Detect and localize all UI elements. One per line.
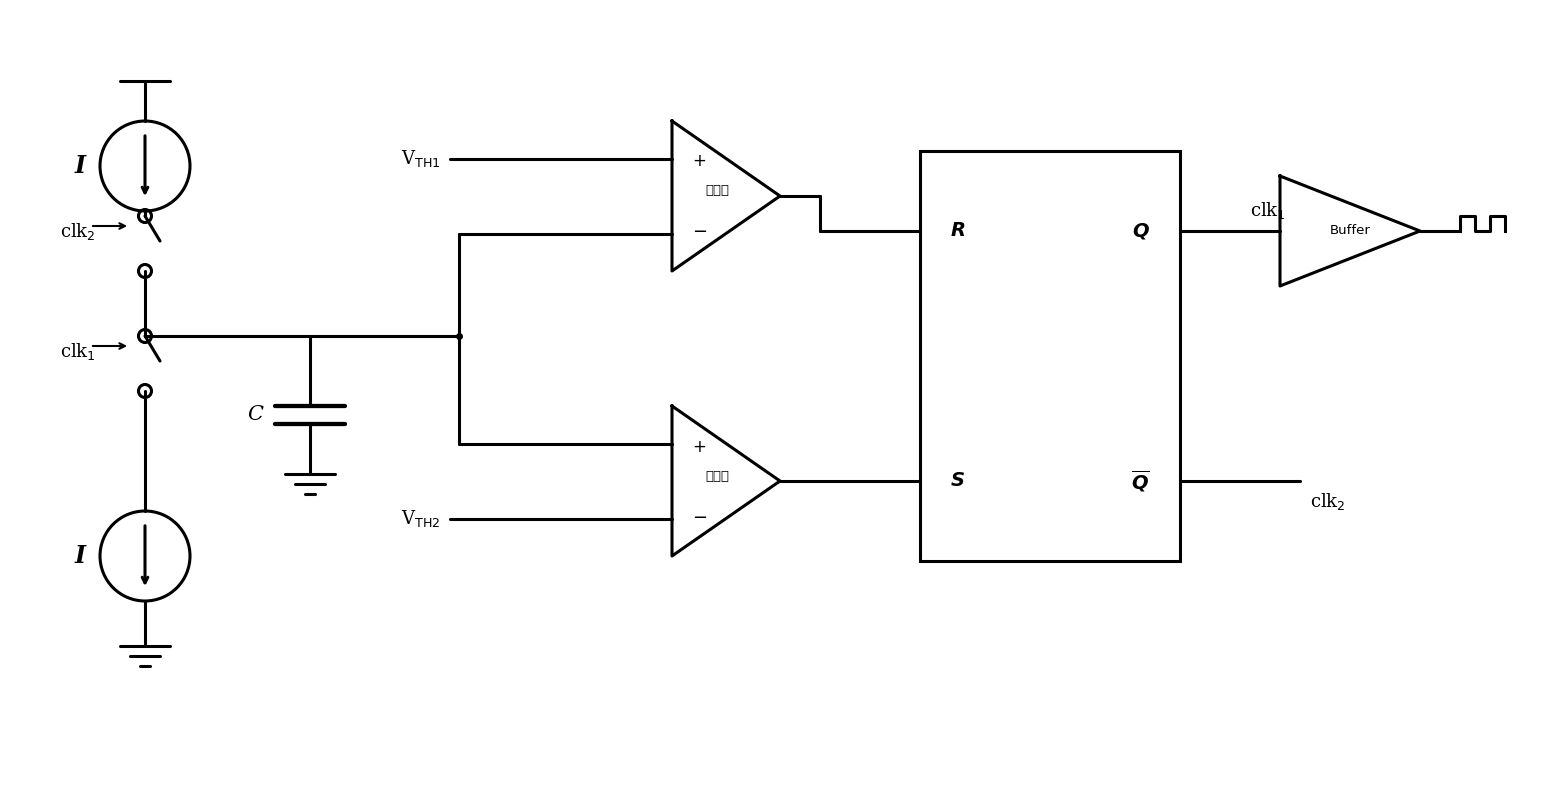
Text: clk$_1$: clk$_1$ [60,340,96,361]
Text: V$_{\rm TH1}$: V$_{\rm TH1}$ [401,148,440,169]
Text: $-$: $-$ [692,222,708,239]
Text: Buffer: Buffer [1330,224,1370,238]
Text: 比较器: 比较器 [705,469,730,482]
Text: $\overline{\boldsymbol{Q}}$: $\overline{\boldsymbol{Q}}$ [1131,469,1149,493]
Text: I: I [75,544,86,568]
Text: +: + [692,152,706,171]
Text: clk$_1$: clk$_1$ [1250,200,1286,221]
Bar [919,151,1181,561]
Text: +: + [692,437,706,456]
Text: C: C [247,405,263,425]
Text: I: I [75,154,86,178]
Text: $-$: $-$ [692,506,708,525]
Text: clk$_2$: clk$_2$ [60,220,96,241]
Text: $\boldsymbol{R}$: $\boldsymbol{R}$ [951,222,965,240]
Text: clk$_2$: clk$_2$ [1311,491,1345,512]
Text: $\boldsymbol{Q}$: $\boldsymbol{Q}$ [1132,221,1149,241]
Text: 比较器: 比较器 [705,184,730,198]
Text: V$_{\rm TH2}$: V$_{\rm TH2}$ [401,508,440,529]
Text: $\boldsymbol{S}$: $\boldsymbol{S}$ [951,472,965,490]
